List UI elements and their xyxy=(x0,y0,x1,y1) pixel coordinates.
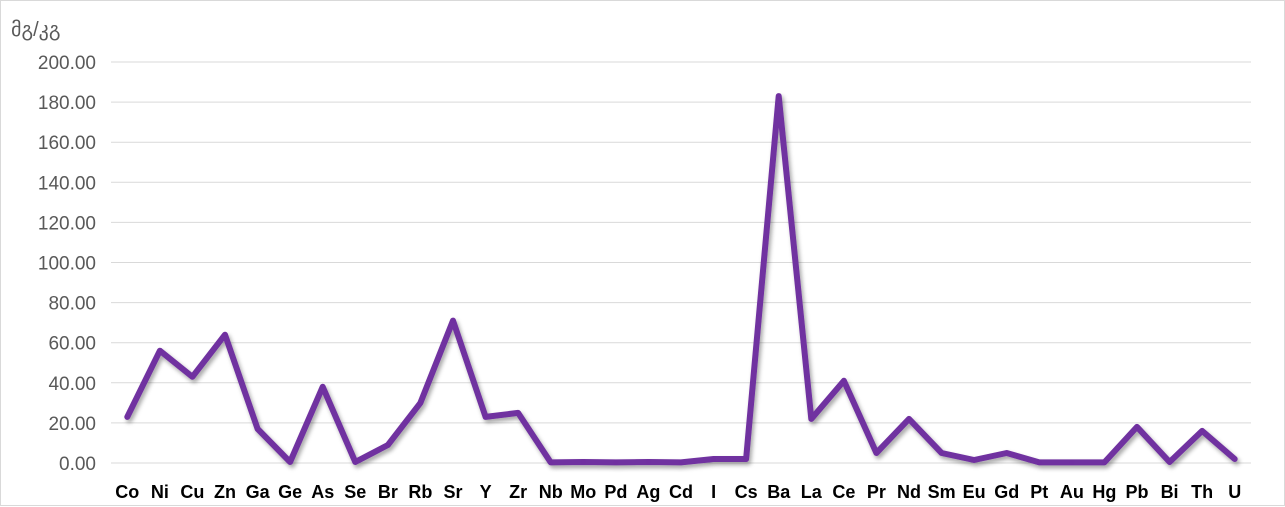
data-point-Pr xyxy=(873,450,879,456)
x-tick-label: La xyxy=(801,482,823,502)
x-tick-label: Sm xyxy=(928,482,956,502)
x-tick-label: Br xyxy=(378,482,398,502)
data-point-Zr xyxy=(515,410,521,416)
data-point-Cs xyxy=(743,456,749,462)
data-point-Ga xyxy=(255,426,261,432)
data-point-Pt xyxy=(1036,459,1042,465)
data-point-Au xyxy=(1069,459,1075,465)
series-line xyxy=(124,93,1238,466)
data-point-Gd xyxy=(1004,450,1010,456)
y-tick-label: 40.00 xyxy=(48,374,96,395)
x-tick-label: Au xyxy=(1060,482,1084,502)
x-tick-label: Se xyxy=(344,482,366,502)
x-tick-label: Co xyxy=(115,482,139,502)
x-tick-label: Pt xyxy=(1030,482,1048,502)
data-point-Pb xyxy=(1134,424,1140,430)
data-point-Ni xyxy=(157,348,163,354)
x-tick-label: Nb xyxy=(539,482,563,502)
x-tick-label: Ag xyxy=(636,482,660,502)
x-tick-label: Pr xyxy=(867,482,886,502)
data-point-Mo xyxy=(580,459,586,465)
data-point-Br xyxy=(385,442,391,448)
data-point-U xyxy=(1232,456,1238,462)
data-point-Ag xyxy=(645,459,651,465)
x-axis-ticks: Co Ni Cu Zn Ga Ge As Se Br Rb Sr Y Zr Nb Mo Pd Ag Cd I Cs Ba… xyxy=(115,482,1241,502)
data-point-Ba xyxy=(776,93,782,99)
x-tick-label: Pb xyxy=(1125,482,1148,502)
x-tick-label: Bi xyxy=(1161,482,1179,502)
y-tick-label: 100.00 xyxy=(38,254,96,275)
x-tick-label: Eu xyxy=(963,482,986,502)
data-point-Cd xyxy=(678,459,684,465)
data-point-Co xyxy=(124,414,130,420)
x-tick-label: Zn xyxy=(214,482,236,502)
data-point-Ge xyxy=(287,459,293,465)
data-point-As xyxy=(320,384,326,390)
x-tick-label: Ba xyxy=(767,482,791,502)
data-point-Cu xyxy=(189,374,195,380)
data-point-Zn xyxy=(222,332,228,338)
y-tick-label: 20.00 xyxy=(48,414,96,435)
gridlines xyxy=(111,61,1251,464)
data-point-Pd xyxy=(613,459,619,465)
x-tick-label: Y xyxy=(480,482,492,502)
x-tick-label: Ce xyxy=(832,482,855,502)
x-tick-label: U xyxy=(1228,482,1241,502)
x-tick-label: Th xyxy=(1191,482,1213,502)
x-tick-label: Ga xyxy=(246,482,271,502)
y-axis-label: მგ/კგ xyxy=(11,19,60,41)
y-tick-label: 200.00 xyxy=(38,53,96,74)
data-point-Eu xyxy=(971,457,977,463)
x-tick-label: Pd xyxy=(604,482,627,502)
data-point-Nb xyxy=(548,459,554,465)
data-point-Ce xyxy=(841,378,847,384)
x-tick-label: Hg xyxy=(1092,482,1116,502)
data-point-Rb xyxy=(417,400,423,406)
data-point-Sr xyxy=(450,318,456,324)
y-tick-label: 180.00 xyxy=(38,93,96,114)
x-tick-label: Ni xyxy=(151,482,169,502)
data-point-I xyxy=(711,456,717,462)
data-point-La xyxy=(808,416,814,422)
y-tick-label: 80.00 xyxy=(48,294,96,315)
x-tick-label: Rb xyxy=(408,482,432,502)
x-tick-label: Zr xyxy=(509,482,527,502)
y-tick-label: 160.00 xyxy=(38,133,96,154)
y-axis-ticks: 0.00 20.00 40.00 60.00 80.00 100.00 120.00 140.… xyxy=(38,53,96,475)
x-tick-label: Nd xyxy=(897,482,921,502)
data-point-Hg xyxy=(1101,459,1107,465)
data-point-Th xyxy=(1199,428,1205,434)
data-point-Sm xyxy=(939,450,945,456)
series-layer xyxy=(124,93,1238,466)
x-tick-label: Mo xyxy=(570,482,596,502)
y-tick-label: 0.00 xyxy=(59,454,96,475)
data-point-Nd xyxy=(906,416,912,422)
y-tick-label: 60.00 xyxy=(48,334,96,355)
x-tick-label: Ge xyxy=(278,482,302,502)
data-point-Bi xyxy=(1167,459,1173,465)
x-tick-label: Gd xyxy=(994,482,1019,502)
y-tick-label: 140.00 xyxy=(38,173,96,194)
x-tick-label: Cs xyxy=(735,482,758,502)
x-tick-label: Cu xyxy=(180,482,204,502)
x-tick-label: As xyxy=(311,482,334,502)
x-tick-label: Cd xyxy=(669,482,693,502)
x-tick-label: Sr xyxy=(443,482,462,502)
y-tick-label: 120.00 xyxy=(38,213,96,234)
data-point-Se xyxy=(352,459,358,465)
x-tick-label: I xyxy=(711,482,716,502)
data-point-Y xyxy=(483,414,489,420)
